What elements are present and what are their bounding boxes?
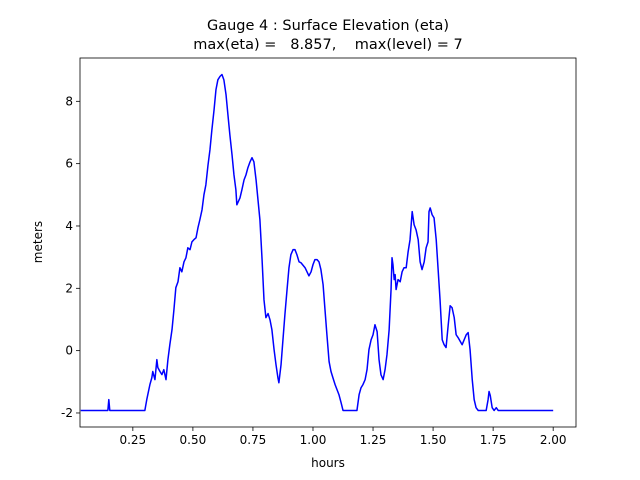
y-tick-label: 4 bbox=[65, 219, 73, 233]
x-tick-label: 1.00 bbox=[300, 433, 327, 447]
data-line bbox=[80, 73, 554, 412]
x-tick-label: 1.25 bbox=[360, 433, 387, 447]
y-axis-label: meters bbox=[31, 221, 45, 263]
chart-subtitle: max(eta) = 8.857, max(level) = 7 bbox=[193, 37, 463, 53]
x-axis-label: hours bbox=[311, 456, 345, 470]
plot-frame bbox=[79, 57, 577, 428]
y-tick-label: 0 bbox=[65, 344, 73, 358]
y-tick-label: 6 bbox=[65, 157, 73, 171]
chart-title: Gauge 4 : Surface Elevation (eta) bbox=[207, 18, 449, 34]
x-tick-label: 0.50 bbox=[180, 433, 207, 447]
y-tick-label: 8 bbox=[65, 94, 73, 108]
y-tick-label: 2 bbox=[65, 281, 73, 295]
y-tick-label: -2 bbox=[61, 406, 73, 420]
x-tick-label: 1.50 bbox=[420, 433, 447, 447]
x-tick-label: 2.00 bbox=[540, 433, 567, 447]
x-tick-label: 1.75 bbox=[480, 433, 507, 447]
x-tick-label: 0.75 bbox=[240, 433, 267, 447]
x-tick-label: 0.25 bbox=[119, 433, 146, 447]
